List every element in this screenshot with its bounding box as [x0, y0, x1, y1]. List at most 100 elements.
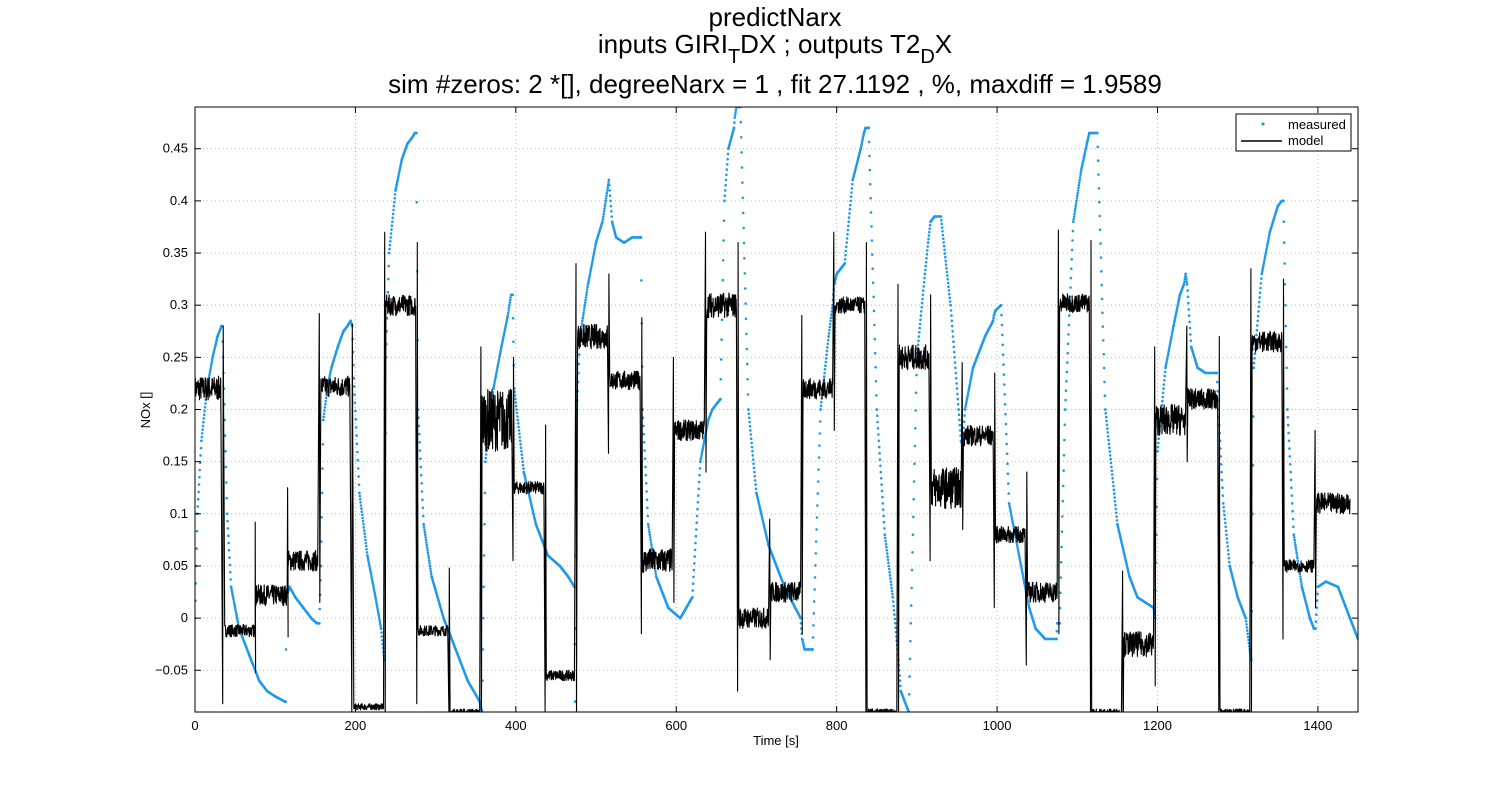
measured-point [466, 679, 470, 683]
measured-point [1316, 585, 1320, 589]
measured-point [1236, 595, 1239, 599]
x-tick-label: 0 [191, 718, 198, 733]
measured-point [1034, 627, 1037, 630]
measured-point [1308, 616, 1312, 620]
measured-point [1260, 272, 1264, 276]
measured-point [963, 408, 967, 411]
measured-point [1063, 408, 1067, 411]
measured-point [387, 251, 391, 255]
measured-point [1268, 230, 1272, 234]
legend-measured-marker [1261, 122, 1265, 126]
measured-point [1043, 637, 1047, 641]
measured-point [422, 522, 425, 526]
measured-point [867, 126, 871, 130]
measured-point [604, 199, 607, 203]
measured-point [310, 616, 313, 620]
measured-point [933, 215, 936, 218]
x-axis-ticks: 0 200 400 600 800 1000 1200 1400 [191, 107, 1332, 733]
y-tick-label: 0.45 [163, 141, 188, 156]
measured-point [1104, 408, 1107, 411]
measured-point [983, 335, 987, 338]
measured-point [707, 418, 710, 422]
model-series [195, 229, 1351, 712]
measured-point [1079, 168, 1083, 171]
measured-point [827, 335, 830, 338]
measured-point [288, 585, 291, 589]
measured-point [939, 215, 943, 218]
measured-point [293, 595, 297, 599]
measured-point [1096, 131, 1099, 135]
measured-point [1276, 204, 1280, 208]
grid [195, 107, 1358, 712]
measured-point [346, 324, 349, 328]
y-tick-label: 0.05 [163, 558, 188, 573]
chart-title: predictNarx [708, 2, 842, 32]
measured-point [1055, 637, 1058, 641]
measured-point [1088, 131, 1091, 135]
measured-point [666, 606, 670, 609]
measured-point [646, 522, 650, 526]
measured-point [484, 460, 487, 463]
measured-point [991, 319, 995, 323]
measured-point [249, 658, 253, 662]
measured-point [1027, 606, 1031, 609]
x-tick-label: 200 [345, 718, 367, 733]
measured-point [610, 220, 614, 224]
measured-point [586, 283, 590, 286]
measured-point [394, 189, 397, 192]
measured-point [410, 136, 413, 140]
model-line [195, 229, 1351, 712]
measured-point [265, 689, 269, 693]
measured-point [1019, 564, 1023, 568]
measured-point [406, 142, 409, 145]
measured-point [594, 241, 598, 244]
legend-model-label: model [1288, 133, 1324, 148]
measured-point [699, 460, 702, 463]
measured-point [1055, 622, 1059, 625]
measured-point [492, 387, 495, 390]
measured-point [994, 309, 997, 312]
measured-point [1282, 199, 1285, 203]
measured-point [678, 616, 682, 620]
measured-point [379, 627, 383, 630]
y-tick-label: 0.1 [170, 506, 188, 521]
measured-point [727, 147, 730, 151]
measured-point [342, 329, 345, 333]
subtitle-part-b: DX ; outputs T2 [740, 29, 921, 59]
measured-point [216, 335, 219, 338]
measured-point [558, 564, 562, 568]
measured-point [257, 679, 261, 683]
measured-point [454, 648, 457, 651]
measured-point [1286, 408, 1289, 411]
measured-point [835, 272, 838, 276]
measured-point [1178, 293, 1182, 297]
measured-point [957, 408, 960, 411]
measured-point [1185, 283, 1189, 286]
measured-point [284, 700, 287, 703]
measured-point [1172, 324, 1175, 328]
measured-point [301, 606, 305, 609]
measured-point [864, 126, 867, 130]
measured-point [534, 522, 538, 526]
measured-point [366, 554, 369, 557]
measured-point [803, 648, 806, 651]
measured-point [358, 491, 361, 495]
measured-point [999, 303, 1003, 307]
measured-point [971, 366, 975, 370]
subtitle-part-c: X [934, 29, 953, 59]
measured-point [636, 236, 640, 239]
measured-point [949, 303, 952, 307]
measured-point [811, 648, 814, 651]
measured-point [1324, 580, 1328, 583]
measured-point [1007, 502, 1011, 505]
measured-point [1314, 627, 1317, 630]
chart-subtitle-io: inputs GIRITDX ; outputs T2DX [0, 29, 1500, 68]
measured-point [506, 314, 510, 317]
measured-point [573, 700, 577, 703]
measured-point [614, 236, 618, 239]
y-tick-label: 0.35 [163, 245, 188, 260]
x-tick-label: 800 [826, 718, 848, 733]
y-tick-label: 0 [181, 610, 188, 625]
measured-point [923, 272, 927, 276]
